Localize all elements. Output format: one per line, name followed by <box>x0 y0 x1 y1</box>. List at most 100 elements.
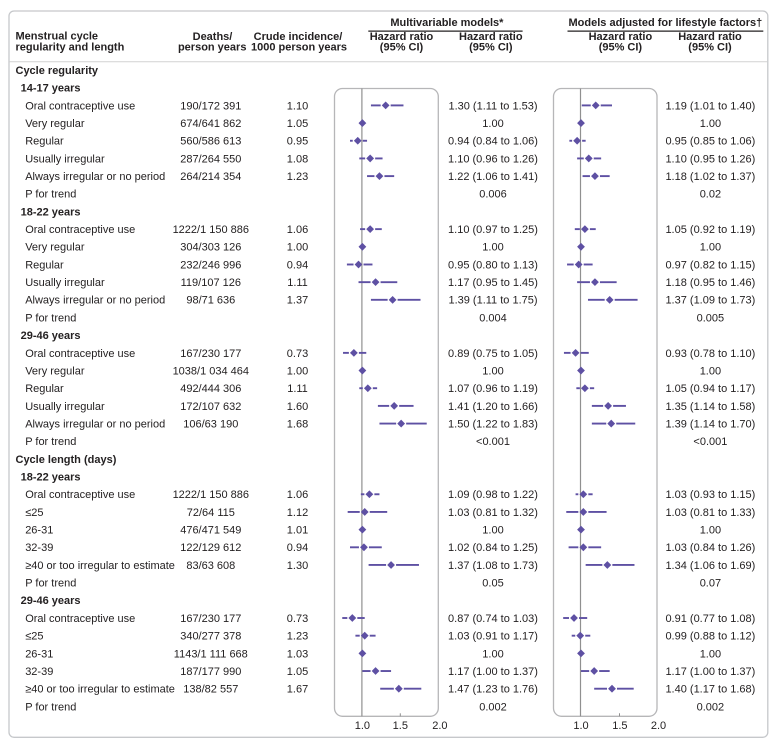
svg-text:Hazard ratio: Hazard ratio <box>589 31 653 43</box>
svg-text:1143/1 111 668: 1143/1 111 668 <box>174 648 248 660</box>
svg-text:0.005: 0.005 <box>697 312 725 324</box>
svg-text:Multivariable models*: Multivariable models* <box>390 17 504 29</box>
svg-text:1.03 (0.81 to 1.32): 1.03 (0.81 to 1.32) <box>448 507 538 519</box>
svg-text:person years: person years <box>178 42 246 54</box>
svg-text:1.11: 1.11 <box>287 383 308 395</box>
svg-text:0.99 (0.88 to 1.12): 0.99 (0.88 to 1.12) <box>665 631 755 643</box>
svg-text:122/129 612: 122/129 612 <box>180 542 241 554</box>
svg-text:Oral contraceptive use: Oral contraceptive use <box>25 489 135 501</box>
svg-text:1.00: 1.00 <box>700 118 721 130</box>
svg-text:1.40 (1.17 to 1.68): 1.40 (1.17 to 1.68) <box>665 684 755 696</box>
svg-text:187/177 990: 187/177 990 <box>180 666 241 678</box>
svg-text:≥40 or too irregular to estima: ≥40 or too irregular to estimate <box>25 560 175 572</box>
svg-text:P for trend: P for trend <box>25 701 76 713</box>
svg-text:492/444 306: 492/444 306 <box>180 383 241 395</box>
svg-text:1.00: 1.00 <box>700 648 721 660</box>
svg-text:0.002: 0.002 <box>697 701 725 713</box>
svg-text:(95% CI): (95% CI) <box>469 42 513 54</box>
svg-text:Menstrual cycle: Menstrual cycle <box>16 31 99 43</box>
svg-text:1.03 (0.84 to 1.26): 1.03 (0.84 to 1.26) <box>665 542 755 554</box>
svg-text:Always irregular or no period: Always irregular or no period <box>25 419 165 431</box>
svg-text:26-31: 26-31 <box>25 525 53 537</box>
svg-text:1.00: 1.00 <box>482 118 503 130</box>
svg-text:1222/1 150 886: 1222/1 150 886 <box>173 489 249 501</box>
svg-text:1.00: 1.00 <box>287 365 308 377</box>
svg-text:Usually irregular: Usually irregular <box>25 277 105 289</box>
svg-text:1.07 (0.96 to 1.19): 1.07 (0.96 to 1.19) <box>448 383 538 395</box>
svg-text:29-46 years: 29-46 years <box>21 330 81 342</box>
svg-text:1.68: 1.68 <box>287 419 308 431</box>
svg-text:1.10: 1.10 <box>287 100 308 112</box>
svg-text:1.11: 1.11 <box>287 277 308 289</box>
svg-text:1.5: 1.5 <box>393 720 408 732</box>
svg-text:1.18 (0.95 to 1.46): 1.18 (0.95 to 1.46) <box>665 277 755 289</box>
svg-text:138/82 557: 138/82 557 <box>183 684 238 696</box>
svg-text:1.41 (1.20 to 1.66): 1.41 (1.20 to 1.66) <box>448 401 538 413</box>
svg-text:2.0: 2.0 <box>432 720 447 732</box>
svg-text:1.05 (0.92 to 1.19): 1.05 (0.92 to 1.19) <box>665 224 755 236</box>
svg-text:Always irregular or no period: Always irregular or no period <box>25 295 165 307</box>
svg-text:Hazard ratio: Hazard ratio <box>370 31 434 43</box>
svg-text:190/172 391: 190/172 391 <box>180 100 241 112</box>
svg-text:Usually irregular: Usually irregular <box>25 401 105 413</box>
svg-text:106/63 190: 106/63 190 <box>183 419 238 431</box>
svg-text:1.47 (1.23 to 1.76): 1.47 (1.23 to 1.76) <box>448 684 538 696</box>
svg-text:1.35 (1.14 to 1.58): 1.35 (1.14 to 1.58) <box>665 401 755 413</box>
svg-text:1.05: 1.05 <box>287 666 308 678</box>
svg-text:1.10 (0.95 to 1.26): 1.10 (0.95 to 1.26) <box>665 153 755 165</box>
svg-text:0.02: 0.02 <box>700 189 721 201</box>
svg-text:1.03 (0.81 to 1.33): 1.03 (0.81 to 1.33) <box>665 507 755 519</box>
svg-text:1.39 (1.14 to 1.70): 1.39 (1.14 to 1.70) <box>665 419 755 431</box>
svg-text:1.09 (0.98 to 1.22): 1.09 (0.98 to 1.22) <box>448 489 538 501</box>
svg-text:1038/1 034 464: 1038/1 034 464 <box>173 365 249 377</box>
svg-text:1.30 (1.11 to 1.53): 1.30 (1.11 to 1.53) <box>448 100 537 112</box>
svg-text:Cycle length (days): Cycle length (days) <box>16 454 117 466</box>
svg-text:1.19 (1.01 to 1.40): 1.19 (1.01 to 1.40) <box>665 100 755 112</box>
svg-text:Oral contraceptive use: Oral contraceptive use <box>25 613 135 625</box>
svg-text:1.02 (0.84 to 1.25): 1.02 (0.84 to 1.25) <box>448 542 538 554</box>
svg-text:1.23: 1.23 <box>287 171 308 183</box>
svg-text:Regular: Regular <box>25 259 64 271</box>
svg-text:2.0: 2.0 <box>651 720 666 732</box>
svg-text:Hazard ratio: Hazard ratio <box>678 31 742 43</box>
svg-text:167/230 177: 167/230 177 <box>180 348 241 360</box>
svg-text:1.12: 1.12 <box>287 507 308 519</box>
svg-text:1.03 (0.93 to 1.15): 1.03 (0.93 to 1.15) <box>665 489 755 501</box>
svg-text:P for trend: P for trend <box>25 436 76 448</box>
svg-text:Oral contraceptive use: Oral contraceptive use <box>25 100 135 112</box>
svg-text:<0.001: <0.001 <box>476 436 510 448</box>
svg-text:1.0: 1.0 <box>573 720 588 732</box>
svg-text:232/246 996: 232/246 996 <box>180 259 241 271</box>
svg-text:0.87 (0.74 to 1.03): 0.87 (0.74 to 1.03) <box>448 613 538 625</box>
svg-text:1.10 (0.97 to 1.25): 1.10 (0.97 to 1.25) <box>448 224 538 236</box>
svg-text:Always irregular or no period: Always irregular or no period <box>25 171 165 183</box>
svg-text:Hazard ratio: Hazard ratio <box>459 31 523 43</box>
svg-text:1.37: 1.37 <box>287 295 308 307</box>
svg-text:P for trend: P for trend <box>25 189 76 201</box>
svg-text:Cycle regularity: Cycle regularity <box>16 65 99 77</box>
svg-text:0.002: 0.002 <box>479 701 507 713</box>
svg-text:Very regular: Very regular <box>25 242 85 254</box>
svg-text:1.22 (1.06 to 1.41): 1.22 (1.06 to 1.41) <box>448 171 538 183</box>
svg-text:1.00: 1.00 <box>700 242 721 254</box>
svg-text:regularity and length: regularity and length <box>16 42 125 54</box>
svg-text:0.95 (0.80 to 1.13): 0.95 (0.80 to 1.13) <box>448 259 538 271</box>
svg-text:1.17 (1.00 to 1.37): 1.17 (1.00 to 1.37) <box>448 666 538 678</box>
svg-text:1.67: 1.67 <box>287 684 308 696</box>
svg-text:0.94: 0.94 <box>287 542 308 554</box>
svg-text:0.05: 0.05 <box>482 578 503 590</box>
svg-text:1.03: 1.03 <box>287 648 308 660</box>
svg-text:340/277 378: 340/277 378 <box>180 631 241 643</box>
svg-text:0.006: 0.006 <box>479 189 507 201</box>
svg-text:1222/1 150 886: 1222/1 150 886 <box>173 224 249 236</box>
svg-text:1.08: 1.08 <box>287 153 308 165</box>
svg-text:P for trend: P for trend <box>25 312 76 324</box>
svg-text:1.50 (1.22 to 1.83): 1.50 (1.22 to 1.83) <box>448 419 538 431</box>
svg-text:26-31: 26-31 <box>25 648 53 660</box>
svg-text:18-22 years: 18-22 years <box>21 472 81 484</box>
svg-text:674/641 862: 674/641 862 <box>180 118 241 130</box>
svg-text:1.17 (1.00 to 1.37): 1.17 (1.00 to 1.37) <box>665 666 755 678</box>
svg-text:P for trend: P for trend <box>25 578 76 590</box>
svg-text:1.00: 1.00 <box>482 242 503 254</box>
svg-text:1.17 (0.95 to 1.45): 1.17 (0.95 to 1.45) <box>448 277 538 289</box>
